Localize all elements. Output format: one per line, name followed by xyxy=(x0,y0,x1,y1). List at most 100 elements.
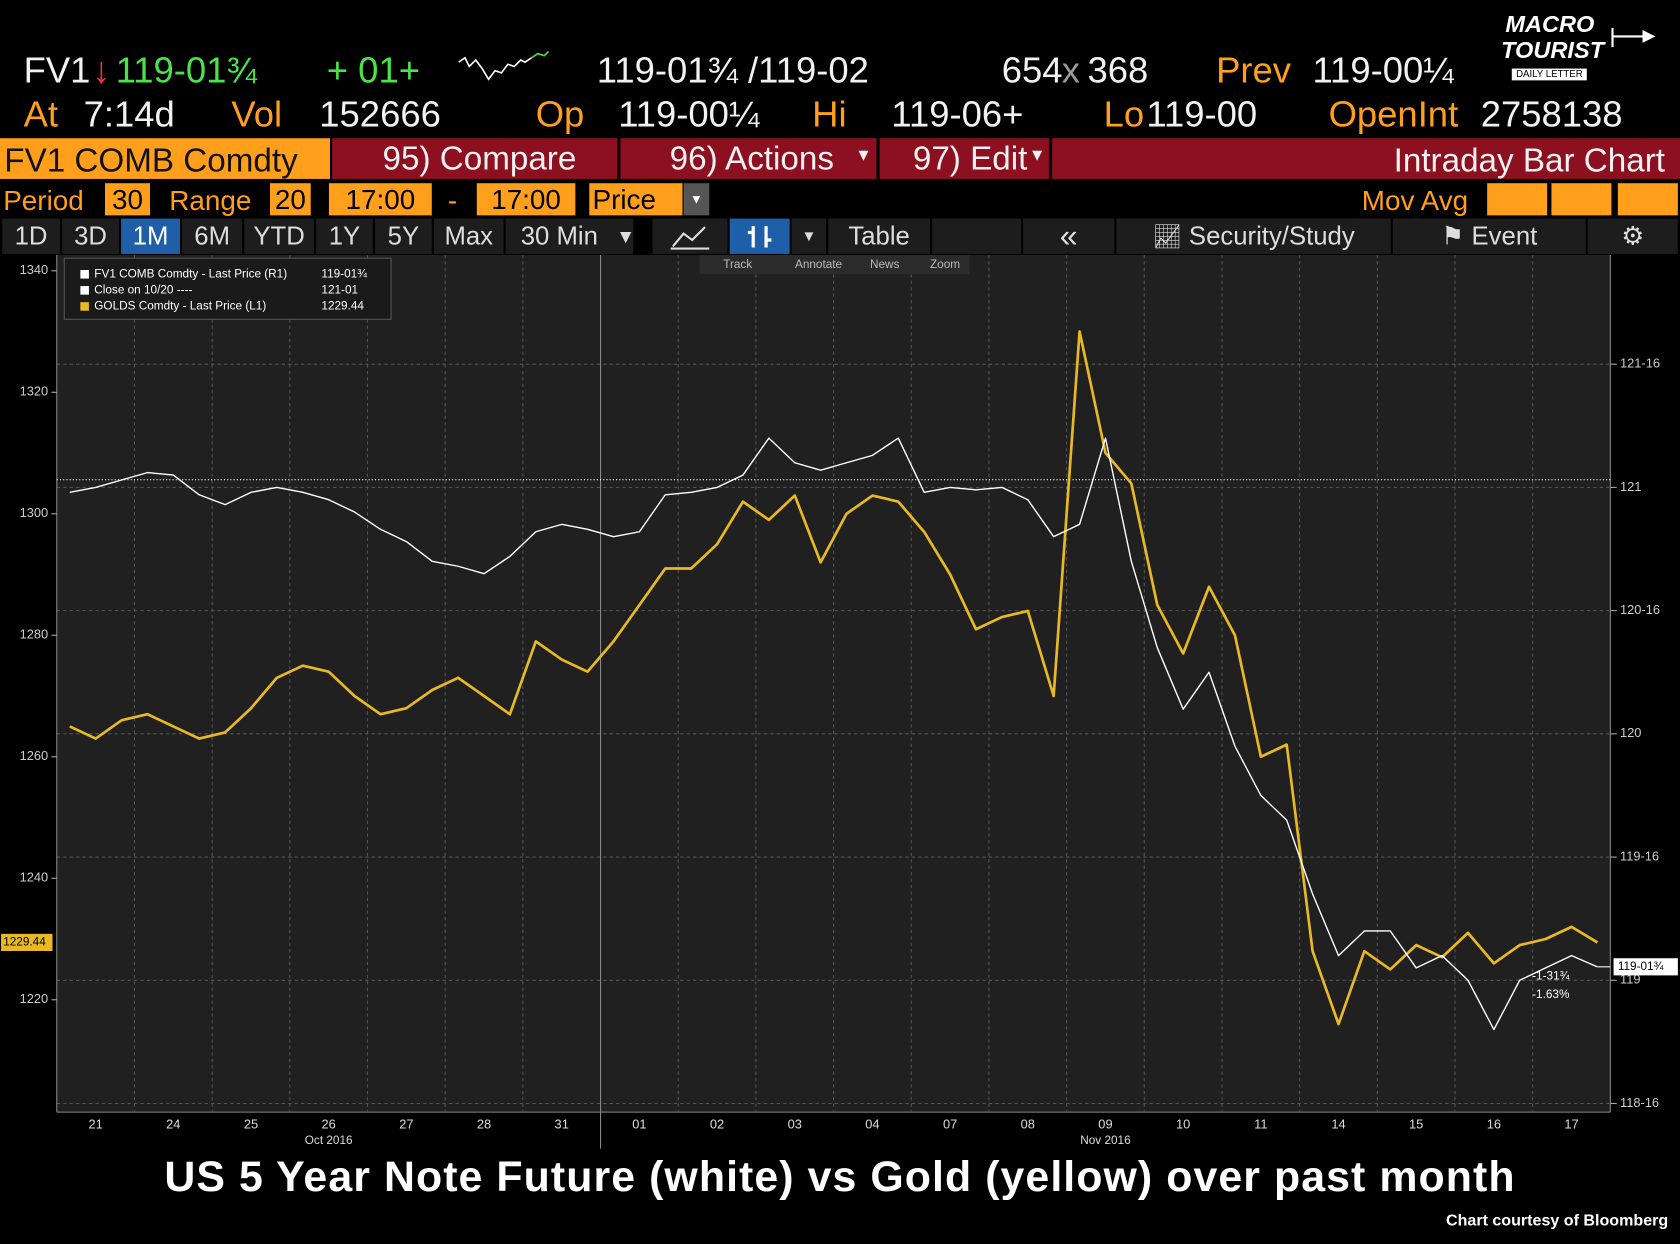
oi-label: OpenInt xyxy=(1328,94,1459,136)
tab[interactable]: 30 Min xyxy=(505,218,636,254)
x-tick-label: 26 xyxy=(322,1116,336,1131)
x-tick-label: 11 xyxy=(1254,1116,1267,1131)
logo: MACRO TOURIST DAILY LETTER xyxy=(1484,9,1677,86)
y-tick-label: 1340 xyxy=(20,262,49,277)
open-label: Op xyxy=(535,94,585,136)
x-tick-label: 03 xyxy=(788,1116,802,1131)
x-tick-label: 01 xyxy=(632,1116,646,1131)
x-tick-label: 04 xyxy=(865,1116,879,1131)
x-tick-label: 21 xyxy=(88,1116,102,1131)
x-tick-label: 09 xyxy=(1098,1116,1112,1131)
period[interactable]: 30 xyxy=(105,183,151,216)
tab[interactable]: Table xyxy=(828,218,933,254)
y2-tick-label: 121-16 xyxy=(1620,356,1660,371)
tab[interactable]: ⚑ Event xyxy=(1392,218,1588,254)
x-tick-label: 07 xyxy=(943,1116,957,1131)
view-title: Intraday Bar Chart xyxy=(1393,141,1666,179)
collapse-icon[interactable]: « xyxy=(1023,218,1117,254)
dropdown-icon[interactable]: ▼ xyxy=(791,218,829,254)
logo-text: MACRO xyxy=(1505,10,1595,38)
time: 7:14d xyxy=(83,94,175,136)
y2-tick-label: 118-16 xyxy=(1620,1095,1659,1110)
y-tick-label: 1300 xyxy=(20,505,49,520)
y2-tick-label: 120 xyxy=(1620,725,1641,740)
open-interest: 2758138 xyxy=(1480,94,1623,136)
field[interactable]: Price xyxy=(589,183,683,216)
bar-icon[interactable] xyxy=(729,218,792,254)
bid-size: 654 xyxy=(1001,50,1063,92)
last-marker-label: 1229.44 xyxy=(3,936,46,949)
last-marker-label: 119-01¾ xyxy=(1618,960,1664,973)
series-line xyxy=(69,437,1598,1031)
tab[interactable]: 3D xyxy=(62,218,122,254)
dropdown-icon: ▼ xyxy=(616,226,636,248)
dropdown-icon: ▼ xyxy=(1028,146,1046,166)
low: 119-00 xyxy=(1146,94,1258,136)
high-label: Hi xyxy=(812,94,847,136)
y2-tick-label: 121 xyxy=(1620,479,1641,494)
logo-flag xyxy=(1611,27,1656,48)
tab[interactable]: 1Y xyxy=(316,218,376,254)
x-group-label: Oct 2016 xyxy=(305,1134,353,1147)
start-time[interactable]: 17:00 xyxy=(328,183,432,216)
logo-text: DAILY LETTER xyxy=(1511,68,1587,81)
at-label: At xyxy=(23,94,58,136)
legend-label: FV1 COMB Comdty - Last Price (R1) xyxy=(94,267,287,280)
sparkline xyxy=(458,50,550,81)
x-tick-label: 08 xyxy=(1021,1116,1035,1131)
y2-tick-label: 119 xyxy=(1620,972,1640,987)
menu-item[interactable]: 97) Edit xyxy=(912,139,1028,177)
tab[interactable]: 6M xyxy=(182,218,245,254)
x-tick-label: 10 xyxy=(1176,1116,1190,1131)
x-tick-label: 24 xyxy=(166,1116,180,1131)
change-annotation: -1.63% xyxy=(1532,988,1570,1001)
mov-avg-box[interactable] xyxy=(1487,183,1548,216)
security-box[interactable]: FV1 COMB Comdty xyxy=(0,138,331,179)
last-marker xyxy=(1,933,53,951)
legend-swatch xyxy=(80,286,89,295)
tab[interactable]: YTD xyxy=(244,218,317,254)
menu-bar xyxy=(332,138,1680,179)
tab-selected[interactable]: 1M xyxy=(121,218,183,254)
chart-tool[interactable]: Zoom xyxy=(930,258,960,271)
legend-label: Close on 10/20 ---- xyxy=(94,283,192,296)
volume: 152666 xyxy=(319,94,441,136)
mov-avg-box[interactable] xyxy=(1617,183,1678,216)
tab[interactable]: 1D xyxy=(2,218,63,254)
tab[interactable]: Max xyxy=(433,218,506,254)
x-tick-label: 25 xyxy=(244,1116,258,1131)
line-icon[interactable] xyxy=(652,218,730,254)
menu-item[interactable]: 96) Actions xyxy=(669,139,834,177)
size-x: x xyxy=(1061,50,1081,92)
x-tick-label: 31 xyxy=(555,1116,569,1131)
legend-box xyxy=(63,257,392,320)
y-tick-label: 1280 xyxy=(20,627,49,642)
tab[interactable]: 📈︎ Security/Study xyxy=(1116,218,1393,254)
mov-avg-box[interactable] xyxy=(1551,183,1612,216)
y2-tick-label: 120-16 xyxy=(1620,602,1660,617)
field-dropdown[interactable]: ▼ xyxy=(683,183,710,216)
range[interactable]: 20 xyxy=(270,183,311,216)
menu-item[interactable]: 95) Compare xyxy=(382,139,577,177)
dash: - xyxy=(447,184,458,217)
x-tick-label: 14 xyxy=(1331,1116,1345,1131)
period-label: Period xyxy=(3,184,84,217)
source: Chart courtesy of Bloomberg xyxy=(1446,1212,1668,1230)
range-label: Range xyxy=(169,184,252,217)
series-line xyxy=(69,330,1599,1026)
chart-tool[interactable]: Track xyxy=(723,258,752,271)
y-tick-label: 1240 xyxy=(20,870,49,885)
settings-icon[interactable]: ⚙ xyxy=(1587,218,1678,254)
chart-tool[interactable]: Annotate xyxy=(795,258,843,271)
legend-swatch xyxy=(80,270,89,279)
prev-label: Prev xyxy=(1216,50,1291,92)
bid-ask: 119-01¾ /119-02 xyxy=(596,50,869,92)
x-tick-label: 28 xyxy=(477,1116,491,1131)
y2-tick-label: 119-16 xyxy=(1620,848,1659,863)
mov-avg-label: Mov Avg xyxy=(1361,184,1469,217)
chart-tool[interactable]: News xyxy=(870,258,900,271)
end-time[interactable]: 17:00 xyxy=(476,183,576,216)
tab[interactable]: 5Y xyxy=(375,218,434,254)
